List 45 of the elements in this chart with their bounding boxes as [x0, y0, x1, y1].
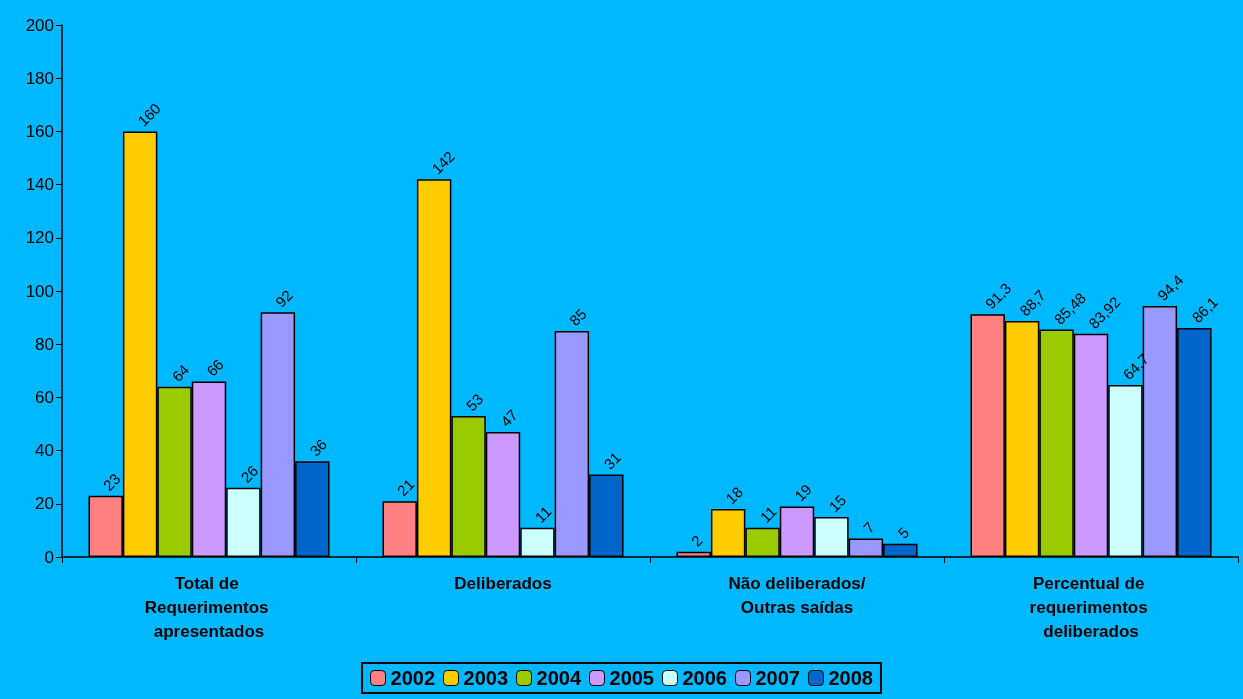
y-tick-label: 20 [35, 494, 54, 514]
data-label: 11 [531, 502, 555, 526]
data-label: 92 [271, 286, 296, 311]
data-label: 85 [565, 305, 590, 329]
data-label: 7 [859, 518, 878, 537]
data-label: 18 [722, 483, 746, 508]
data-label: 94,4 [1153, 271, 1187, 304]
legend-label: 2005 [609, 667, 654, 689]
data-label: 86,1 [1188, 293, 1221, 326]
data-label: 36 [306, 435, 331, 460]
data-label: 21 [393, 475, 418, 500]
data-label: 5 [894, 523, 913, 542]
y-tick-label: 200 [25, 15, 54, 35]
y-tick-label: 100 [25, 281, 54, 301]
y-tick-label: 180 [25, 68, 54, 88]
data-label: 47 [496, 406, 521, 430]
legend-label: 2006 [682, 667, 727, 689]
data-label: 2 [687, 531, 706, 550]
data-label: 19 [790, 480, 815, 505]
x-tick-label: Total de Requerimentos apresentados [144, 573, 274, 641]
x-tick-label: Não deliberados/Outras saídas [728, 573, 866, 617]
data-label: 15 [825, 491, 850, 516]
y-tick-label: 160 [25, 121, 54, 141]
x-tick-label: Percentual de requerimentos deliberados [1029, 573, 1153, 641]
legend-label: 2002 [390, 667, 436, 689]
data-label: 142 [428, 147, 458, 178]
data-label: 53 [462, 390, 487, 415]
legend-label: 2008 [828, 667, 873, 689]
data-label: 66 [202, 355, 227, 380]
y-tick-label: 40 [35, 441, 54, 461]
data-label: 160 [134, 99, 164, 130]
y-tick-label: 60 [35, 387, 54, 407]
data-label: 31 [600, 448, 625, 473]
legend-label: 2004 [536, 667, 582, 689]
data-label: 11 [756, 502, 780, 526]
y-tick-label: 0 [44, 547, 54, 567]
x-tick-label: Deliberados [454, 573, 552, 593]
data-label: 23 [99, 470, 124, 494]
y-tick-label: 120 [25, 228, 54, 248]
y-tick-label: 140 [25, 175, 54, 195]
data-label: 26 [237, 462, 262, 486]
legend-label: 2003 [463, 667, 509, 689]
y-tick-label: 80 [35, 334, 54, 354]
data-label: 64 [168, 360, 193, 385]
legend-label: 2007 [755, 667, 800, 689]
